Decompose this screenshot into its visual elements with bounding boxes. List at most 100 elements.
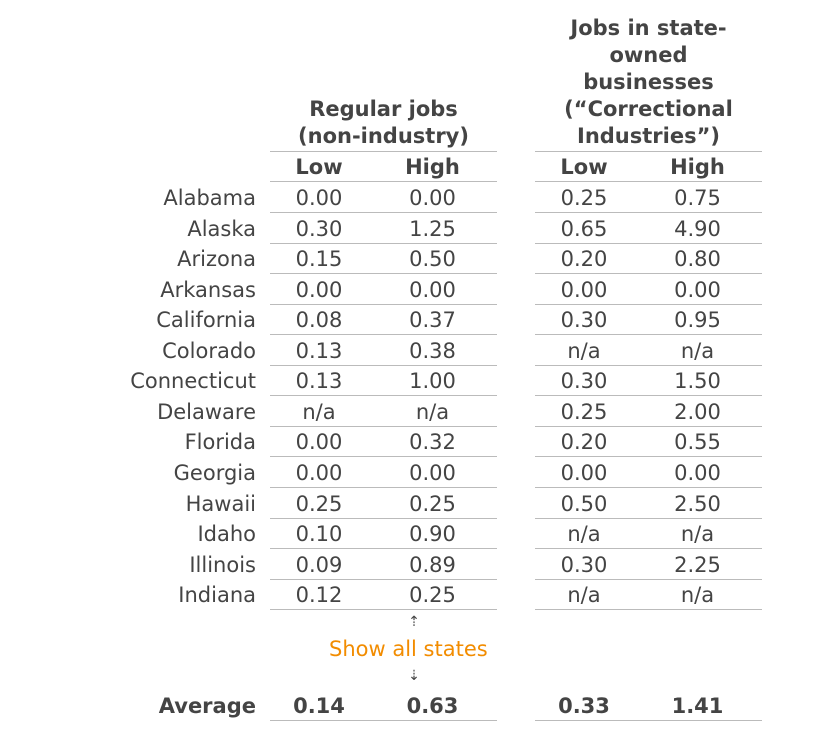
show-all-states-link[interactable]: Show all states [329,637,488,661]
ci-high-value: 2.00 [633,396,762,427]
table-row: Arkansas 0.00 0.00 0.00 0.00 [0,274,828,305]
ci-low-value: n/a [535,579,633,610]
regular-high-value: 1.25 [368,213,497,244]
table-row: Georgia 0.00 0.00 0.00 0.00 [0,457,828,488]
state-name: Hawaii [185,492,256,516]
header-regular-jobs: Regular jobs (non-industry) [270,96,497,150]
state-name: Alabama [163,186,256,210]
table-row: Alaska 0.30 1.25 0.65 4.90 [0,213,828,244]
ci-high-value: n/a [633,335,762,366]
ci-low-value: 0.20 [535,426,633,457]
regular-low-value: 0.10 [270,518,368,549]
regular-low-value: 0.15 [270,243,368,274]
header-ci-line-5: Industries”) [577,124,720,148]
ci-low-value: 0.30 [535,365,633,396]
ci-low-value: n/a [535,335,633,366]
table-row: Florida 0.00 0.32 0.20 0.55 [0,426,828,457]
header-regular-rule [270,151,497,152]
ci-high-value: 2.50 [633,488,762,519]
regular-low-value: 0.00 [270,426,368,457]
ci-high-value: 0.75 [633,182,762,213]
regular-high-value: 0.25 [368,488,497,519]
state-name: Alaska [187,217,256,241]
regular-low-value: 0.00 [270,182,368,213]
header-correctional-industries: Jobs in state- owned businesses (“Correc… [535,15,762,150]
regular-low-value: 0.08 [270,304,368,335]
state-name: Idaho [197,522,256,546]
regular-low-value: 0.00 [270,457,368,488]
ci-low-value: n/a [535,518,633,549]
table-row: California 0.08 0.37 0.30 0.95 [0,304,828,335]
regular-high-value: 0.00 [368,182,497,213]
average-regular-low: 0.14 [270,690,368,721]
ci-low-value: 0.30 [535,549,633,580]
table-row: Colorado 0.13 0.38 n/a n/a [0,335,828,366]
average-ci-low: 0.33 [535,690,633,721]
ci-low-value: 0.00 [535,457,633,488]
header-ci-line-2: owned [609,43,688,67]
regular-high-value: 0.32 [368,426,497,457]
regular-high-value: 0.38 [368,335,497,366]
regular-high-value: n/a [368,396,497,427]
ci-low-value: 0.25 [535,396,633,427]
average-ci-high: 1.41 [633,690,762,721]
table-row: Illinois 0.09 0.89 0.30 2.25 [0,549,828,580]
regular-low-value: 0.00 [270,274,368,305]
header-ci-line-4: (“Correctional [564,97,733,121]
subheader-ci-high: High [670,155,725,179]
average-label: Average [158,694,256,718]
regular-low-value: 0.12 [270,579,368,610]
regular-high-value: 0.50 [368,243,497,274]
state-name: Illinois [189,553,256,577]
table-row: Delaware n/a n/a 0.25 2.00 [0,396,828,427]
regular-high-value: 0.25 [368,579,497,610]
state-name: California [156,308,256,332]
expand-down-arrow-icon: ⇣ [408,668,420,684]
state-name: Colorado [162,339,256,363]
state-name: Connecticut [130,369,256,393]
regular-low-value: 0.09 [270,549,368,580]
regular-low-value: 0.30 [270,213,368,244]
regular-high-value: 0.00 [368,457,497,488]
subheader-regular-rule [270,181,497,182]
ci-high-value: 0.00 [633,274,762,305]
header-ci-rule [535,151,762,152]
regular-low-value: 0.25 [270,488,368,519]
average-row: Average 0.14 0.63 0.33 1.41 [0,690,828,721]
regular-low-value: n/a [270,396,368,427]
regular-high-value: 1.00 [368,365,497,396]
state-name: Delaware [157,400,256,424]
ci-high-value: n/a [633,579,762,610]
regular-high-value: 0.89 [368,549,497,580]
table-row: Hawaii 0.25 0.25 0.50 2.50 [0,488,828,519]
table-row: Idaho 0.10 0.90 n/a n/a [0,518,828,549]
header-ci-line-1: Jobs in state- [570,16,727,40]
subheader-regular-high: High [405,155,460,179]
ci-high-value: 0.95 [633,304,762,335]
regular-low-value: 0.13 [270,335,368,366]
ci-low-value: 0.65 [535,213,633,244]
subheader-ci-rule [535,181,762,182]
state-name: Arizona [177,247,256,271]
regular-high-value: 0.37 [368,304,497,335]
state-name: Arkansas [160,278,256,302]
ci-high-value: 0.00 [633,457,762,488]
expand-up-arrow-icon: ⇡ [408,614,420,630]
ci-high-value: 0.80 [633,243,762,274]
table-row: Connecticut 0.13 1.00 0.30 1.50 [0,365,828,396]
state-name: Florida [184,430,256,454]
ci-high-value: n/a [633,518,762,549]
header-ci-line-3: businesses [583,70,714,94]
state-name: Indiana [178,583,256,607]
ci-high-value: 0.55 [633,426,762,457]
ci-low-value: 0.20 [535,243,633,274]
ci-high-value: 1.50 [633,365,762,396]
average-regular-high: 0.63 [368,690,497,721]
regular-high-value: 0.90 [368,518,497,549]
header-regular-line-1: Regular jobs [309,97,458,121]
regular-low-value: 0.13 [270,365,368,396]
table-row: Indiana 0.12 0.25 n/a n/a [0,579,828,610]
regular-high-value: 0.00 [368,274,497,305]
subheader-regular-low: Low [295,155,343,179]
subheader-ci-low: Low [560,155,608,179]
